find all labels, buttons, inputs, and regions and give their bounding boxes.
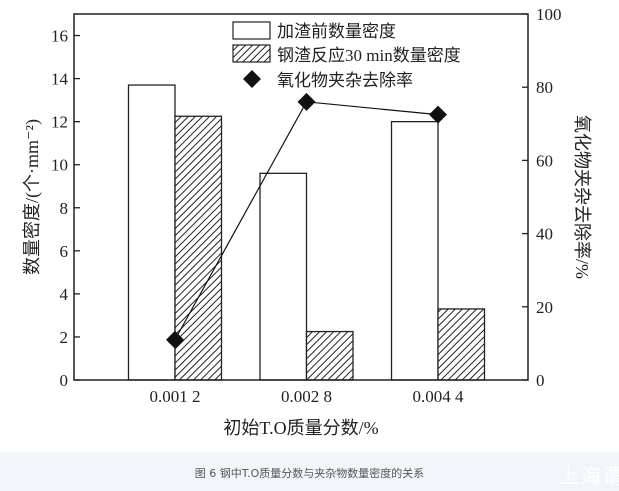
legend-label: 氧化物夹杂去除率	[277, 71, 413, 90]
bar-after-30min	[437, 308, 486, 381]
y-tick-label: 8	[60, 199, 69, 218]
x-axis-label: 初始T.O质量分数/%	[223, 418, 378, 438]
y2-tick-label: 100	[536, 5, 562, 24]
y-tick-label: 12	[51, 113, 68, 132]
y-tick-label: 10	[51, 156, 68, 175]
legend-swatch-white	[232, 21, 271, 40]
y2-tick-label: 40	[536, 225, 553, 244]
y2-tick-label: 60	[536, 151, 553, 170]
y-tick-label: 4	[60, 285, 69, 304]
bar-before-slag	[127, 84, 176, 381]
chart: 0 2 4 6 8 10 12 14 16 0 20 40 60 80 100 0.001 2 0.002 …	[22, 5, 592, 438]
x-tick-label: 0.001 2	[150, 387, 201, 406]
figure-caption: 图 6 钢中T.O质量分数与夹杂物数量密度的关系	[194, 467, 425, 480]
legend-swatch-hatched	[232, 44, 271, 63]
x-tick-label: 0.004 4	[413, 387, 465, 406]
watermark: 上海谓	[559, 464, 619, 488]
removal-rate-marker	[297, 92, 316, 111]
y2-axis-label: 氧化物夹杂去除率/%	[572, 115, 592, 279]
caption-band: 图 6 钢中T.O质量分数与夹杂物数量密度的关系 上海谓	[0, 452, 619, 491]
bar-after-30min	[305, 330, 354, 381]
plot-frame	[73, 13, 529, 381]
y2-tick-label: 20	[536, 298, 553, 317]
bar-after-30min	[174, 115, 223, 381]
legend: 加渣前数量密度 钢渣反应30 min数量密度 氧化物夹杂去除率	[232, 21, 461, 90]
removal-rate-marker	[429, 105, 447, 124]
bar-before-slag	[390, 120, 439, 381]
removal-rate-marker	[166, 330, 184, 349]
legend-label: 加渣前数量密度	[277, 22, 396, 41]
bar-before-slag	[259, 172, 308, 381]
y-tick-label: 2	[60, 328, 69, 347]
x-tick-label: 0.002 8	[281, 387, 332, 406]
y-tick-label: 16	[51, 27, 68, 46]
legend-diamond-marker	[243, 70, 261, 88]
y2-tick-label: 80	[536, 78, 553, 97]
y2-tick-label: 0	[536, 371, 545, 390]
y-tick-label: 0	[60, 371, 69, 390]
legend-label: 钢渣反应30 min数量密度	[277, 46, 461, 65]
y-tick-label: 6	[60, 242, 69, 261]
y-tick-label: 14	[51, 70, 69, 89]
y-axis-label: 数量密度/(个·mm⁻²)	[22, 119, 43, 275]
